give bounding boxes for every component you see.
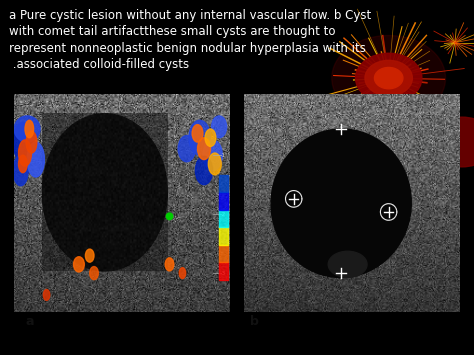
Ellipse shape bbox=[271, 129, 411, 278]
Ellipse shape bbox=[13, 122, 33, 162]
Text: a Pure cystic lesion without any internal vascular flow. b Cyst
with comet tail : a Pure cystic lesion without any interna… bbox=[9, 9, 372, 71]
Text: a: a bbox=[25, 316, 34, 328]
Text: -2: -2 bbox=[219, 212, 226, 217]
Circle shape bbox=[332, 36, 446, 121]
Ellipse shape bbox=[27, 142, 45, 177]
Bar bbox=[219, 175, 228, 192]
Ellipse shape bbox=[208, 153, 221, 175]
Text: b: b bbox=[250, 316, 259, 328]
Bar bbox=[219, 262, 228, 280]
Ellipse shape bbox=[85, 249, 94, 262]
Ellipse shape bbox=[90, 267, 98, 280]
Ellipse shape bbox=[192, 125, 203, 142]
Ellipse shape bbox=[195, 156, 213, 185]
Ellipse shape bbox=[198, 138, 210, 159]
Bar bbox=[219, 192, 228, 210]
Circle shape bbox=[374, 67, 403, 89]
Ellipse shape bbox=[211, 116, 227, 138]
Ellipse shape bbox=[203, 140, 222, 170]
Ellipse shape bbox=[165, 258, 174, 271]
Ellipse shape bbox=[25, 120, 34, 138]
Text: -1: -1 bbox=[219, 153, 226, 158]
Ellipse shape bbox=[13, 155, 28, 186]
Ellipse shape bbox=[189, 120, 210, 155]
Ellipse shape bbox=[14, 116, 40, 142]
Circle shape bbox=[429, 117, 474, 167]
Bar bbox=[219, 245, 228, 262]
Ellipse shape bbox=[26, 131, 37, 153]
Ellipse shape bbox=[179, 268, 186, 279]
Ellipse shape bbox=[18, 155, 27, 173]
Circle shape bbox=[365, 60, 412, 96]
Ellipse shape bbox=[73, 257, 84, 272]
Ellipse shape bbox=[42, 114, 167, 271]
Circle shape bbox=[166, 213, 173, 220]
Ellipse shape bbox=[328, 251, 367, 278]
Ellipse shape bbox=[205, 129, 216, 147]
Bar bbox=[219, 210, 228, 227]
Circle shape bbox=[356, 53, 422, 103]
Text: -3: -3 bbox=[219, 271, 226, 275]
Ellipse shape bbox=[18, 140, 31, 166]
Bar bbox=[219, 227, 228, 245]
Ellipse shape bbox=[178, 136, 195, 162]
Ellipse shape bbox=[43, 289, 50, 300]
